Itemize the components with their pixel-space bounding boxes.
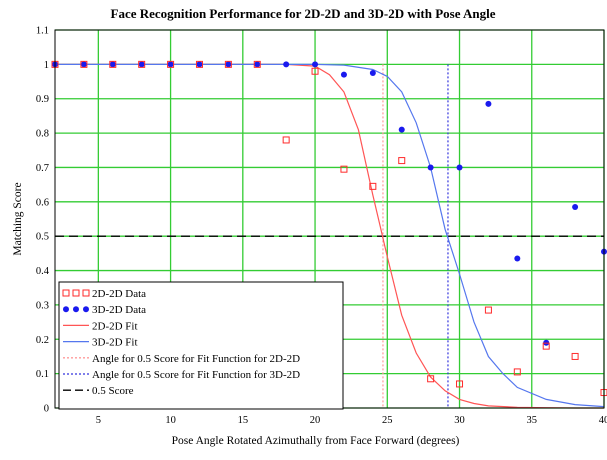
legend: 2D-2D Data 3D-2D Data 2D-2D Fit 3D-2D Fit An…: [58, 281, 344, 410]
legend-entry: 3D-2D Data: [63, 304, 146, 316]
data-point-2d: [109, 60, 117, 68]
data-point-2d: [398, 157, 406, 165]
data-point-2d: [167, 60, 175, 68]
data-point-2d: [456, 380, 464, 388]
tick-labels: 0 0.1 0.2 0.3 0.4 0.5 0.6 0.7 0.8 0.9 1 1.1 5 10 15 20 2…: [36, 26, 607, 427]
legend-label: Angle for 0.5 Score for Fit Function for…: [92, 369, 300, 381]
y-tick-label: 1.1: [36, 26, 49, 37]
data-point-3d: [456, 164, 463, 171]
y-tick-label: 0: [44, 404, 49, 415]
data-point-2d: [138, 60, 146, 68]
legend-entry: 2D-2D Fit: [63, 320, 138, 332]
x-tick-label: 20: [310, 415, 321, 426]
data-point-3d: [138, 61, 145, 68]
data-point-2d: [484, 306, 492, 314]
data-point-3d: [225, 61, 232, 68]
legend-label: 2D-2D Fit: [92, 320, 138, 332]
y-tick-label: 0.5: [36, 232, 49, 243]
data-point-3d: [80, 61, 87, 68]
data-point-2d: [80, 60, 88, 68]
legend-label: 2D-2D Data: [92, 288, 146, 300]
x-tick-label: 5: [96, 415, 101, 426]
y-tick-label: 0.6: [36, 197, 49, 208]
data-point-3d: [398, 126, 405, 133]
data-point-3d: [109, 61, 116, 68]
legend-entry: Angle for 0.5 Score for Fit Function for…: [63, 353, 300, 365]
chart-title: Face Recognition Performance for 2D-2D a…: [111, 6, 496, 21]
y-tick-label: 0.8: [36, 129, 49, 140]
legend-label: Angle for 0.5 Score for Fit Function for…: [92, 353, 300, 365]
legend-marker-dot: [73, 306, 79, 313]
x-axis-label: Pose Angle Rotated Azimuthally from Face…: [172, 435, 460, 447]
y-tick-label: 0.7: [36, 163, 49, 174]
y-tick-label: 0.2: [36, 335, 49, 346]
data-point-2d: [513, 368, 521, 376]
data-point-2d: [369, 182, 377, 190]
data-point-3d: [427, 164, 434, 171]
legend-marker-dot: [63, 306, 69, 313]
x-tick-label: 15: [238, 415, 249, 426]
legend-entry: Angle for 0.5 Score for Fit Function for…: [63, 369, 300, 381]
reference-lines: [55, 64, 604, 408]
data-point-3d: [514, 255, 521, 262]
x-tick-label: 25: [382, 415, 393, 426]
y-axis-label: Matching Score: [12, 182, 24, 255]
data-point-3d: [196, 61, 203, 68]
data-point-2d: [224, 60, 232, 68]
data-point-2d: [571, 352, 579, 360]
data-point-3d: [254, 61, 261, 68]
legend-label: 0.5 Score: [92, 385, 134, 397]
y-tick-label: 0.1: [36, 369, 49, 380]
x-tick-label: 30: [454, 415, 465, 426]
y-tick-label: 0.3: [36, 300, 49, 311]
data-point-2d: [253, 60, 261, 68]
legend-marker-square: [82, 289, 90, 297]
legend-entry: 2D-2D Data: [62, 288, 146, 300]
y-tick-label: 0.9: [36, 94, 49, 105]
data-point-3d: [312, 61, 319, 68]
legend-label: 3D-2D Data: [92, 304, 146, 316]
x-tick-label: 10: [165, 415, 176, 426]
legend-box: [58, 281, 344, 410]
data-point-3d: [167, 61, 174, 68]
y-tick-label: 1: [44, 60, 49, 71]
data-point-2d: [311, 67, 319, 75]
legend-entry: 0.5 Score: [63, 385, 134, 397]
data-point-3d: [283, 61, 290, 68]
data-point-2d: [542, 342, 550, 350]
data-point-2d: [340, 165, 348, 173]
data-point-3d: [485, 100, 492, 107]
legend-label: 3D-2D Fit: [92, 337, 138, 349]
data-point-2d: [195, 60, 203, 68]
legend-entry: 3D-2D Fit: [63, 337, 138, 349]
x-tick-label: 40: [599, 415, 607, 426]
data-markers: [51, 60, 607, 397]
legend-marker-dot: [83, 306, 89, 313]
x-tick-label: 35: [527, 415, 538, 426]
data-point-3d: [369, 69, 376, 76]
data-point-3d: [572, 203, 579, 210]
legend-marker-square: [62, 289, 70, 297]
legend-marker-square: [72, 289, 80, 297]
data-point-3d: [340, 71, 347, 78]
data-point-2d: [427, 375, 435, 383]
y-tick-label: 0.4: [36, 266, 50, 277]
data-point-2d: [282, 136, 290, 144]
